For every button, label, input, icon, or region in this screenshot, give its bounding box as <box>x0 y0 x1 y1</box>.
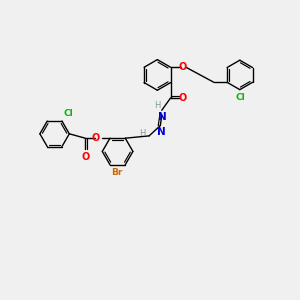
Text: Cl: Cl <box>236 93 245 102</box>
Text: O: O <box>178 62 187 72</box>
Text: H: H <box>154 101 160 110</box>
Text: Cl: Cl <box>63 109 73 118</box>
Text: O: O <box>178 93 187 103</box>
Text: N: N <box>158 112 167 122</box>
Text: O: O <box>91 133 99 143</box>
Text: H: H <box>139 129 145 138</box>
Text: Br: Br <box>111 168 123 177</box>
Text: N: N <box>157 127 165 137</box>
Text: O: O <box>81 152 89 162</box>
